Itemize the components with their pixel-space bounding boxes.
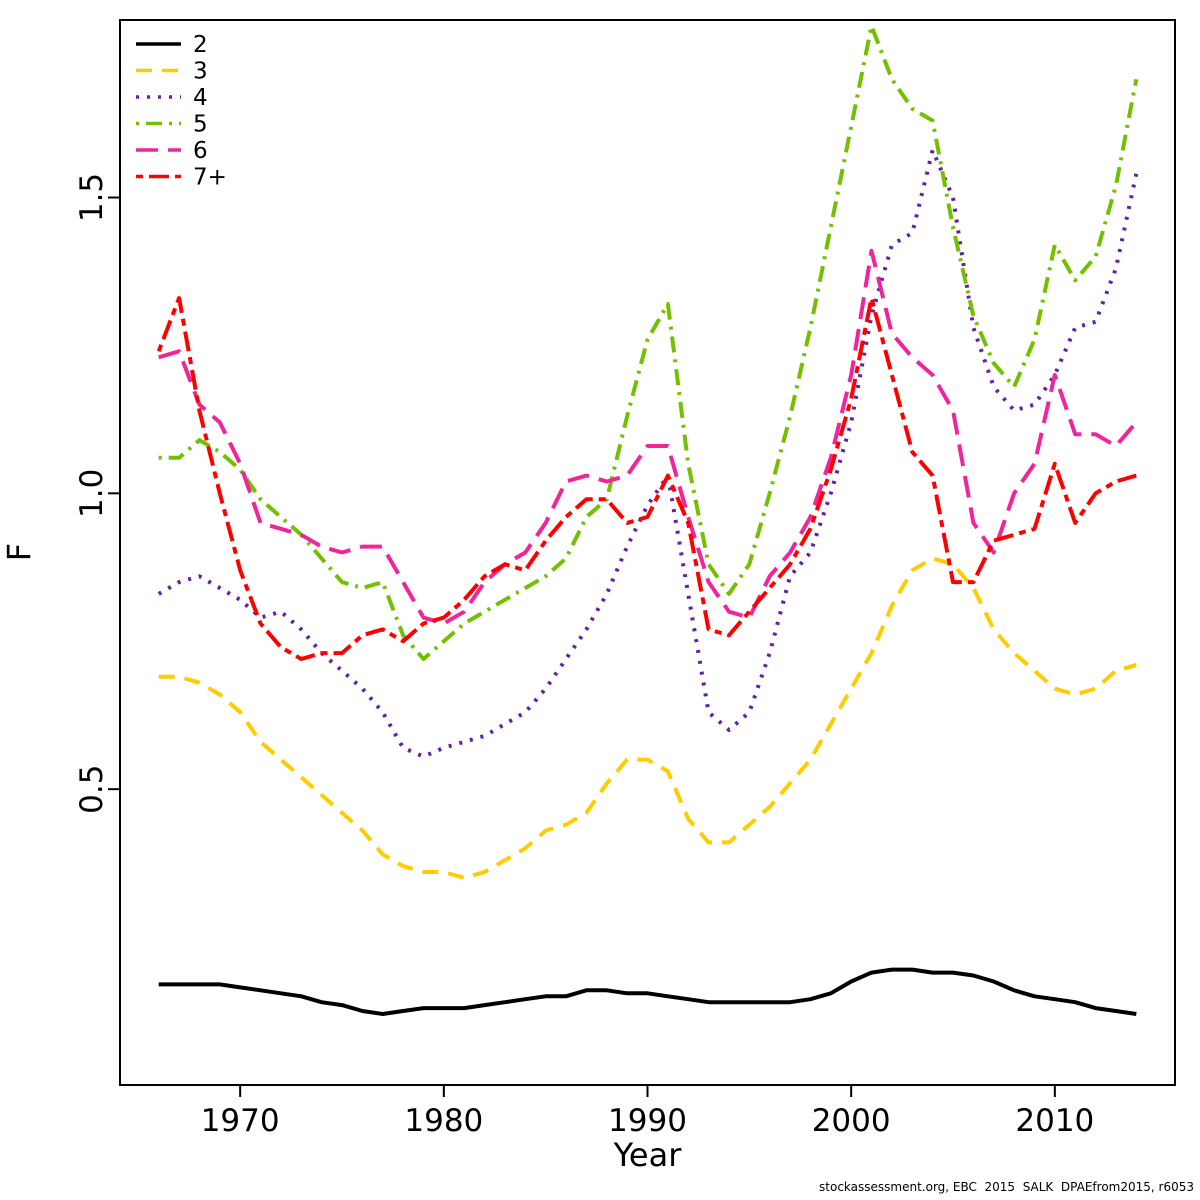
y-tick-label: 0.5	[74, 765, 110, 814]
series-line-6	[158, 248, 1138, 626]
series-line-4	[157, 148, 1139, 759]
x-tick-label: 1990	[608, 1103, 687, 1139]
plot-box	[119, 19, 1176, 1086]
legend-label-7+: 7+	[193, 165, 227, 191]
y-tick-label: 1.5	[74, 173, 110, 222]
series-line-7+	[156, 296, 1137, 661]
y-tick-label: 1.0	[74, 469, 110, 518]
series-line-2	[158, 967, 1137, 1016]
x-tick-label: 2010	[1015, 1103, 1094, 1139]
x-tick-label: 1970	[201, 1103, 280, 1139]
legend-label-6: 6	[193, 138, 208, 164]
y-axis-label: F	[0, 542, 39, 562]
legend-label-3: 3	[193, 59, 208, 85]
x-tick-label: 1980	[404, 1103, 483, 1139]
x-axis-label: Year	[613, 1136, 682, 1174]
series-line-5	[158, 23, 1139, 661]
legend-label-4: 4	[193, 85, 208, 111]
x-tick-label: 2000	[812, 1103, 891, 1139]
legend-label-2: 2	[193, 32, 208, 58]
legend-label-5: 5	[193, 112, 208, 138]
series-line-3	[158, 556, 1137, 880]
caption: stockassessment.org, EBC 2015 SALK DPAEf…	[819, 1180, 1194, 1194]
